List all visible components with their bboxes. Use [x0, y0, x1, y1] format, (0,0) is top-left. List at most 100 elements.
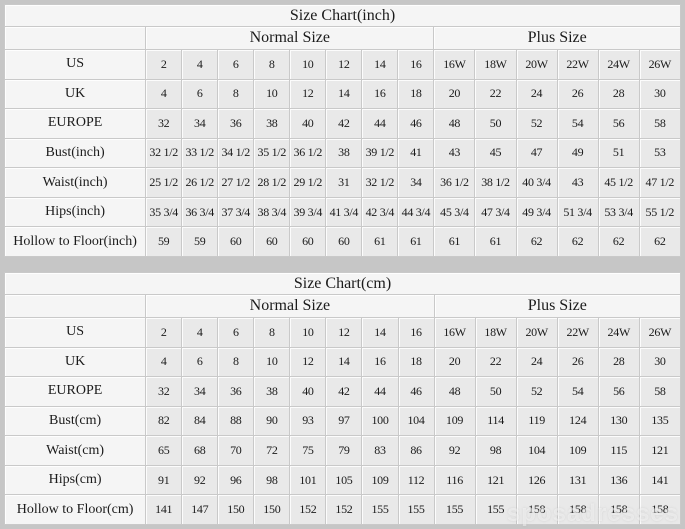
size-value: 40: [289, 108, 327, 139]
size-table: Size Chart(cm) Normal Size Plus Size US 2 4 6 8…: [3, 272, 682, 525]
size-value: 158: [556, 494, 599, 525]
size-value: 136: [597, 464, 640, 496]
size-value: 155: [397, 494, 435, 525]
size-value: 6: [181, 346, 219, 378]
table-row: Hips(inch) 35 3/4 36 3/4 37 3/4 38 3/4 39 3/4…: [3, 196, 682, 228]
size-value: 30: [638, 78, 682, 110]
table-row: US 2 4 6 8 10 12 14 16 16W 18W 20W 22W 24W 26W: [3, 49, 682, 80]
size-value: 44: [361, 376, 399, 407]
row-label: Hips(cm): [3, 464, 147, 496]
size-value: 12: [325, 317, 363, 348]
size-value: 10: [289, 49, 327, 80]
table-title: Size Chart(cm): [4, 272, 681, 295]
size-value: 18W: [474, 317, 517, 348]
size-value: 44: [361, 108, 399, 139]
size-value: 130: [597, 405, 640, 437]
row-label: Bust(inch): [3, 137, 147, 169]
size-value: 158: [515, 494, 558, 525]
size-value: 16W: [433, 49, 476, 80]
size-value: 105: [325, 464, 363, 496]
size-value: 36 1/2: [289, 137, 327, 169]
size-value: 51 3/4: [556, 196, 599, 228]
size-value: 152: [325, 494, 363, 525]
size-value: 96: [217, 464, 255, 496]
size-value: 51: [597, 137, 640, 169]
size-value: 75: [289, 435, 327, 466]
size-value: 56: [597, 376, 640, 407]
size-value: 33 1/2: [181, 137, 219, 169]
size-value: 60: [289, 226, 327, 257]
size-value: 70: [217, 435, 255, 466]
size-value: 55 1/2: [638, 196, 682, 228]
size-value: 12: [325, 49, 363, 80]
size-table: Size Chart(inch) Normal Size Plus Size US 2 4…: [3, 4, 682, 257]
size-value: 46: [397, 108, 435, 139]
size-value: 52: [515, 376, 558, 407]
size-value: 34 1/2: [217, 137, 255, 169]
size-value: 20W: [515, 49, 558, 80]
size-chart-cm-table: Size Chart(cm) Normal Size Plus Size US 2 4 6 8…: [3, 272, 682, 525]
title-row: Size Chart(cm): [4, 272, 681, 295]
table-title: Size Chart(inch): [4, 4, 681, 27]
column-group-label: Plus Size: [433, 26, 681, 50]
size-value: 46: [397, 376, 435, 407]
size-value: 49: [556, 137, 599, 169]
size-value: 155: [361, 494, 399, 525]
size-value: 22W: [556, 49, 599, 80]
size-value: 88: [217, 405, 255, 437]
size-value: 12: [289, 78, 327, 110]
size-value: 112: [397, 464, 435, 496]
size-value: 26 1/2: [181, 167, 219, 198]
size-value: 100: [361, 405, 399, 437]
size-value: 34: [181, 376, 219, 407]
size-value: 16: [397, 49, 435, 80]
size-value: 104: [397, 405, 435, 437]
size-value: 39 3/4: [289, 196, 327, 228]
size-value: 42 3/4: [361, 196, 399, 228]
size-value: 114: [474, 405, 517, 437]
size-value: 32 1/2: [361, 167, 399, 198]
size-value: 38: [253, 108, 291, 139]
size-value: 43: [556, 167, 599, 198]
size-value: 53 3/4: [597, 196, 640, 228]
size-value: 60: [325, 226, 363, 257]
size-value: 14: [361, 317, 399, 348]
size-value: 27 1/2: [217, 167, 255, 198]
size-value: 62: [556, 226, 599, 257]
row-label: UK: [3, 346, 147, 378]
size-value: 26: [556, 78, 599, 110]
size-value: 147: [181, 494, 219, 525]
size-value: 155: [433, 494, 476, 525]
size-value: 22: [474, 346, 517, 378]
size-value: 16W: [433, 317, 476, 348]
size-value: 61: [397, 226, 435, 257]
size-value: 158: [597, 494, 640, 525]
row-label: Hips(inch): [3, 196, 147, 228]
size-value: 60: [253, 226, 291, 257]
size-value: 47: [515, 137, 558, 169]
table-row: EUROPE 32 34 36 38 40 42 44 46 48 50 52 54 56 58: [3, 376, 682, 407]
size-value: 42: [325, 108, 363, 139]
size-value: 35 1/2: [253, 137, 291, 169]
table-row: EUROPE 32 34 36 38 40 42 44 46 48 50 52 54 56 58: [3, 108, 682, 139]
size-value: 22: [474, 78, 517, 110]
size-value: 44 3/4: [397, 196, 435, 228]
size-value: 58: [638, 108, 682, 139]
size-value: 72: [253, 435, 291, 466]
size-value: 109: [556, 435, 599, 466]
size-value: 39 1/2: [361, 137, 399, 169]
size-value: 34: [181, 108, 219, 139]
size-value: 18: [397, 346, 435, 378]
row-label: US: [3, 49, 147, 80]
size-value: 6: [217, 49, 255, 80]
size-value: 30: [638, 346, 682, 378]
table-row: Bust(inch) 32 1/2 33 1/2 34 1/2 35 1/2 36 1/2…: [3, 137, 682, 169]
size-value: 61: [361, 226, 399, 257]
size-value: 2: [145, 49, 183, 80]
table-row: US 2 4 6 8 10 12 14 16 16W 18W 20W 22W 24W 26W: [3, 317, 682, 348]
size-value: 16: [361, 346, 399, 378]
size-value: 10: [253, 346, 291, 378]
size-value: 126: [515, 464, 558, 496]
size-value: 16: [361, 78, 399, 110]
